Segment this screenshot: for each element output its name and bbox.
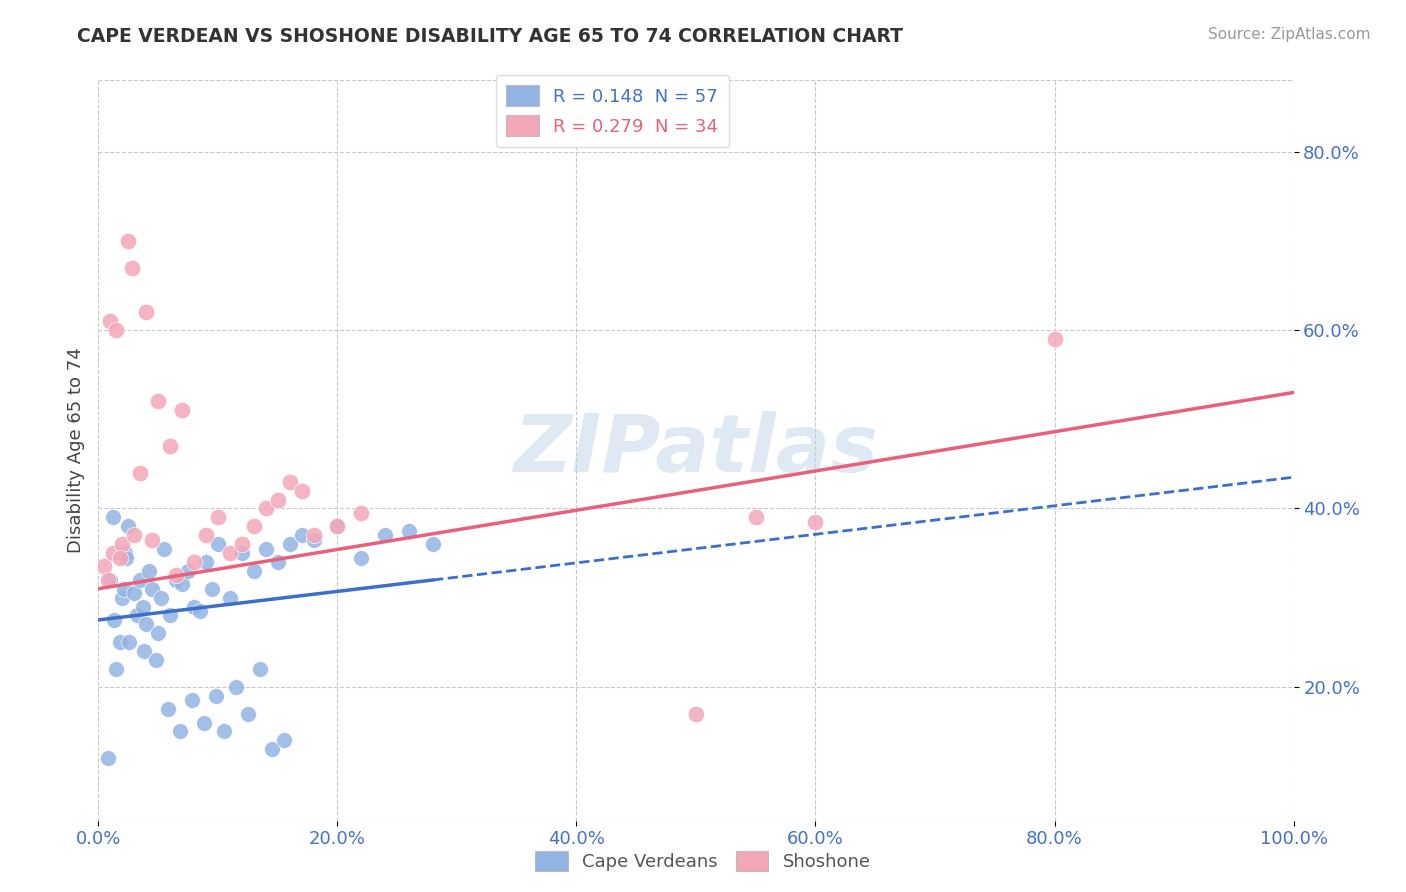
Point (374, 528, 396, 542)
Point (254, 501, 277, 516)
Point (188, 604, 211, 618)
Point (260, 742, 283, 756)
Point (685, 706, 707, 721)
Point (121, 260, 143, 275)
Point (278, 475, 301, 489)
Point (98, 573, 122, 587)
Point (193, 715, 215, 730)
Point (105, 323, 128, 337)
Point (148, 626, 170, 640)
Point (267, 492, 290, 507)
Point (326, 519, 349, 533)
Point (117, 234, 139, 248)
Point (114, 546, 136, 560)
Point (291, 483, 314, 498)
Point (148, 394, 170, 409)
Point (398, 524, 420, 538)
Point (745, 510, 768, 524)
Point (350, 550, 373, 565)
Point (212, 724, 235, 739)
Point (141, 582, 163, 596)
Point (172, 577, 194, 591)
Point (180, 693, 202, 707)
Point (103, 613, 125, 627)
Text: ZIPatlas: ZIPatlas (513, 411, 879, 490)
Point (141, 533, 163, 547)
Point (115, 550, 138, 565)
Point (153, 541, 176, 556)
Point (101, 510, 124, 524)
Point (225, 680, 247, 694)
Point (112, 582, 135, 596)
Point (124, 586, 146, 600)
Point (1043, 332, 1066, 346)
Point (177, 564, 200, 578)
Point (97, 751, 120, 765)
Point (108, 635, 131, 649)
Point (207, 510, 229, 524)
Point (243, 519, 266, 533)
Point (135, 617, 157, 632)
Point (165, 568, 187, 582)
Point (219, 591, 242, 605)
Point (101, 546, 124, 560)
Point (131, 599, 153, 614)
Point (98, 314, 122, 328)
Point (93, 559, 115, 574)
Point (204, 689, 226, 703)
Point (278, 537, 301, 551)
Point (108, 550, 131, 565)
Point (138, 564, 160, 578)
Point (254, 541, 277, 556)
Point (135, 305, 157, 319)
Point (165, 573, 187, 587)
Point (172, 403, 194, 417)
Point (111, 537, 134, 551)
Point (149, 591, 172, 605)
Point (267, 555, 290, 569)
Point (804, 515, 827, 529)
Point (111, 591, 134, 605)
Point (249, 662, 271, 676)
Point (201, 582, 224, 596)
Point (129, 466, 152, 480)
Point (132, 644, 155, 658)
Point (124, 528, 146, 542)
Text: CAPE VERDEAN VS SHOSHONE DISABILITY AGE 65 TO 74 CORRELATION CHART: CAPE VERDEAN VS SHOSHONE DISABILITY AGE … (77, 27, 903, 45)
Point (183, 599, 205, 614)
Point (156, 702, 179, 716)
Point (195, 555, 218, 569)
Text: Source: ZipAtlas.com: Source: ZipAtlas.com (1208, 27, 1371, 42)
Point (159, 608, 181, 623)
Point (207, 537, 229, 551)
Point (326, 519, 349, 533)
Point (195, 528, 218, 542)
Point (291, 528, 314, 542)
Point (129, 573, 152, 587)
Point (231, 537, 253, 551)
Legend: R = 0.148  N = 57, R = 0.279  N = 34: R = 0.148 N = 57, R = 0.279 N = 34 (495, 75, 730, 147)
Point (169, 724, 191, 739)
Point (350, 506, 373, 520)
Point (97, 573, 120, 587)
Point (302, 528, 325, 542)
Point (422, 537, 444, 551)
Point (302, 533, 325, 547)
Point (236, 706, 259, 721)
Point (105, 662, 128, 676)
Y-axis label: Disability Age 65 to 74: Disability Age 65 to 74 (66, 348, 84, 553)
Point (125, 608, 148, 623)
Point (273, 733, 295, 747)
Point (117, 519, 139, 533)
Point (118, 635, 141, 649)
Point (183, 555, 205, 569)
Point (243, 564, 266, 578)
Point (159, 439, 181, 453)
Point (219, 546, 242, 560)
Legend: Cape Verdeans, Shoshone: Cape Verdeans, Shoshone (529, 844, 877, 879)
Point (145, 653, 167, 667)
Point (231, 546, 253, 560)
